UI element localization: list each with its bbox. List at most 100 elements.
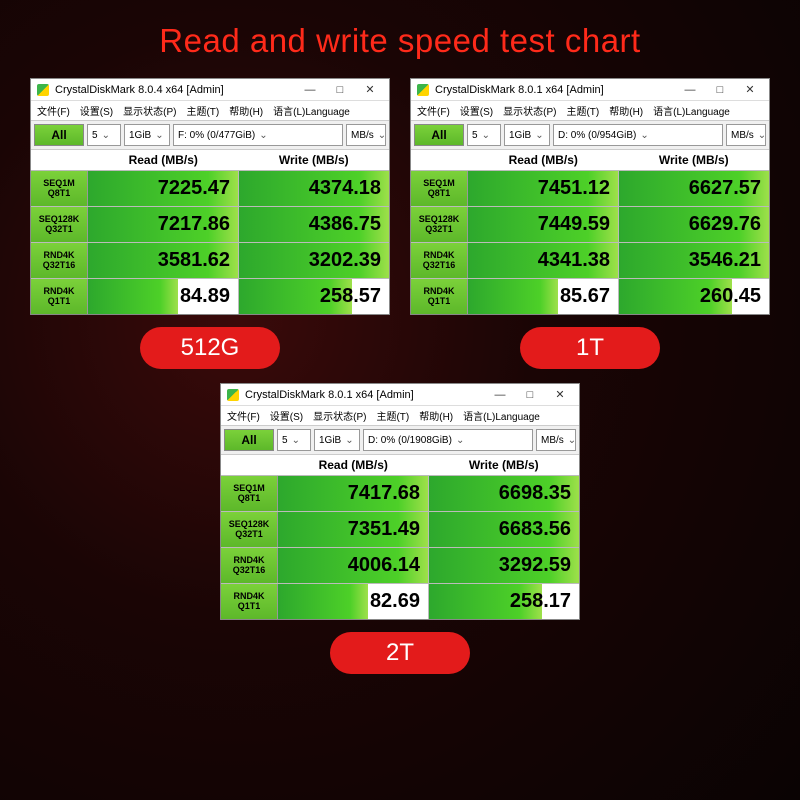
menu-item[interactable]: 帮助(H) bbox=[419, 408, 453, 423]
read-cell: 7417.68 bbox=[278, 476, 429, 511]
test-label-button[interactable]: SEQ128KQ32T1 bbox=[221, 512, 278, 547]
write-cell: 6629.76 bbox=[619, 207, 769, 242]
menu-item[interactable]: 语言(L)Language bbox=[463, 408, 540, 423]
menu-item[interactable]: 语言(L)Language bbox=[273, 103, 350, 118]
write-cell: 3202.39 bbox=[239, 243, 389, 278]
benchmark-window: CrystalDiskMark 8.0.1 x64 [Admin]—□✕文件(F… bbox=[410, 78, 770, 315]
read-value: 82.69 bbox=[278, 584, 428, 619]
write-value: 258.57 bbox=[239, 279, 389, 314]
menu-item[interactable]: 文件(F) bbox=[227, 408, 260, 423]
write-value: 4374.18 bbox=[239, 171, 389, 206]
menu-item[interactable]: 帮助(H) bbox=[609, 103, 643, 118]
menu-item[interactable]: 文件(F) bbox=[37, 103, 70, 118]
read-cell: 82.69 bbox=[278, 584, 429, 619]
column-headers: Read (MB/s)Write (MB/s) bbox=[411, 150, 769, 170]
test-label-button[interactable]: RND4KQ1T1 bbox=[221, 584, 278, 619]
write-cell: 6627.57 bbox=[619, 171, 769, 206]
test-size-select[interactable]: 1GiB bbox=[504, 124, 550, 146]
write-cell: 260.45 bbox=[619, 279, 769, 314]
write-header: Write (MB/s) bbox=[619, 150, 770, 170]
menubar: 文件(F) 设置(S) 显示状态(P) 主题(T) 帮助(H) 语言(L)Language bbox=[411, 101, 769, 121]
read-value: 7449.59 bbox=[468, 207, 618, 242]
write-value: 6629.76 bbox=[619, 207, 769, 242]
close-icon[interactable]: ✕ bbox=[355, 80, 385, 100]
test-label-button[interactable]: RND4KQ1T1 bbox=[31, 279, 88, 314]
unit-select[interactable]: MB/s bbox=[346, 124, 386, 146]
app-icon bbox=[37, 84, 49, 96]
test-label-button[interactable]: SEQ1MQ8T1 bbox=[411, 171, 468, 206]
menu-item[interactable]: 显示状态(P) bbox=[123, 103, 176, 118]
run-all-button[interactable]: All bbox=[224, 429, 274, 451]
drive-select[interactable]: D: 0% (0/954GiB) bbox=[553, 124, 723, 146]
test-label-button[interactable]: RND4KQ32T16 bbox=[411, 243, 468, 278]
menu-item[interactable]: 主题(T) bbox=[376, 408, 409, 423]
result-row: SEQ128KQ32T17351.496683.56 bbox=[221, 511, 579, 547]
test-label-button[interactable]: SEQ128KQ32T1 bbox=[31, 207, 88, 242]
read-header: Read (MB/s) bbox=[88, 150, 239, 170]
test-label-button[interactable]: SEQ1MQ8T1 bbox=[221, 476, 278, 511]
benchmark-window: CrystalDiskMark 8.0.1 x64 [Admin]—□✕文件(F… bbox=[220, 383, 580, 620]
close-icon[interactable]: ✕ bbox=[735, 80, 765, 100]
run-all-button[interactable]: All bbox=[34, 124, 84, 146]
drive-select[interactable]: F: 0% (0/477GiB) bbox=[173, 124, 343, 146]
menu-item[interactable]: 语言(L)Language bbox=[653, 103, 730, 118]
maximize-icon[interactable]: □ bbox=[705, 80, 735, 100]
test-label-button[interactable]: SEQ1MQ8T1 bbox=[31, 171, 88, 206]
maximize-icon[interactable]: □ bbox=[515, 385, 545, 405]
read-value: 84.89 bbox=[88, 279, 238, 314]
menu-item[interactable]: 设置(S) bbox=[460, 103, 493, 118]
test-size-select[interactable]: 1GiB bbox=[314, 429, 360, 451]
menu-item[interactable]: 主题(T) bbox=[186, 103, 219, 118]
iterations-select[interactable]: 5 bbox=[467, 124, 501, 146]
menu-item[interactable]: 设置(S) bbox=[270, 408, 303, 423]
write-cell: 258.57 bbox=[239, 279, 389, 314]
benchmark-window: CrystalDiskMark 8.0.4 x64 [Admin]—□✕文件(F… bbox=[30, 78, 390, 315]
result-row: SEQ128KQ32T17217.864386.75 bbox=[31, 206, 389, 242]
read-value: 7417.68 bbox=[278, 476, 428, 511]
minimize-icon[interactable]: — bbox=[485, 385, 515, 405]
menu-item[interactable]: 文件(F) bbox=[417, 103, 450, 118]
panel: CrystalDiskMark 8.0.1 x64 [Admin]—□✕文件(F… bbox=[220, 383, 580, 674]
test-size-select[interactable]: 1GiB bbox=[124, 124, 170, 146]
write-cell: 6683.56 bbox=[429, 512, 579, 547]
result-row: RND4KQ1T182.69258.17 bbox=[221, 583, 579, 619]
toolbar: All51GiBD: 0% (0/1908GiB)MB/s bbox=[221, 426, 579, 455]
write-value: 6683.56 bbox=[429, 512, 579, 547]
unit-select[interactable]: MB/s bbox=[536, 429, 576, 451]
read-cell: 7449.59 bbox=[468, 207, 619, 242]
read-value: 7217.86 bbox=[88, 207, 238, 242]
test-label-button[interactable]: SEQ128KQ32T1 bbox=[411, 207, 468, 242]
menu-item[interactable]: 帮助(H) bbox=[229, 103, 263, 118]
menu-item[interactable]: 设置(S) bbox=[80, 103, 113, 118]
write-cell: 3546.21 bbox=[619, 243, 769, 278]
window-title: CrystalDiskMark 8.0.4 x64 [Admin] bbox=[55, 84, 295, 96]
test-label-button[interactable]: RND4KQ32T16 bbox=[31, 243, 88, 278]
window-title: CrystalDiskMark 8.0.1 x64 [Admin] bbox=[435, 84, 675, 96]
capacity-badge: 2T bbox=[330, 632, 470, 674]
test-label-button[interactable]: RND4KQ32T16 bbox=[221, 548, 278, 583]
maximize-icon[interactable]: □ bbox=[325, 80, 355, 100]
close-icon[interactable]: ✕ bbox=[545, 385, 575, 405]
capacity-badge: 1T bbox=[520, 327, 660, 369]
iterations-select[interactable]: 5 bbox=[87, 124, 121, 146]
menu-item[interactable]: 主题(T) bbox=[566, 103, 599, 118]
read-value: 7451.12 bbox=[468, 171, 618, 206]
drive-select[interactable]: D: 0% (0/1908GiB) bbox=[363, 429, 533, 451]
write-value: 4386.75 bbox=[239, 207, 389, 242]
toolbar: All51GiBF: 0% (0/477GiB)MB/s bbox=[31, 121, 389, 150]
toolbar: All51GiBD: 0% (0/954GiB)MB/s bbox=[411, 121, 769, 150]
column-headers: Read (MB/s)Write (MB/s) bbox=[221, 455, 579, 475]
menu-item[interactable]: 显示状态(P) bbox=[503, 103, 556, 118]
write-header: Write (MB/s) bbox=[239, 150, 390, 170]
run-all-button[interactable]: All bbox=[414, 124, 464, 146]
menu-item[interactable]: 显示状态(P) bbox=[313, 408, 366, 423]
unit-select[interactable]: MB/s bbox=[726, 124, 766, 146]
test-label-button[interactable]: RND4KQ1T1 bbox=[411, 279, 468, 314]
minimize-icon[interactable]: — bbox=[295, 80, 325, 100]
menubar: 文件(F) 设置(S) 显示状态(P) 主题(T) 帮助(H) 语言(L)Language bbox=[31, 101, 389, 121]
write-value: 3202.39 bbox=[239, 243, 389, 278]
write-cell: 6698.35 bbox=[429, 476, 579, 511]
write-cell: 4386.75 bbox=[239, 207, 389, 242]
iterations-select[interactable]: 5 bbox=[277, 429, 311, 451]
minimize-icon[interactable]: — bbox=[675, 80, 705, 100]
